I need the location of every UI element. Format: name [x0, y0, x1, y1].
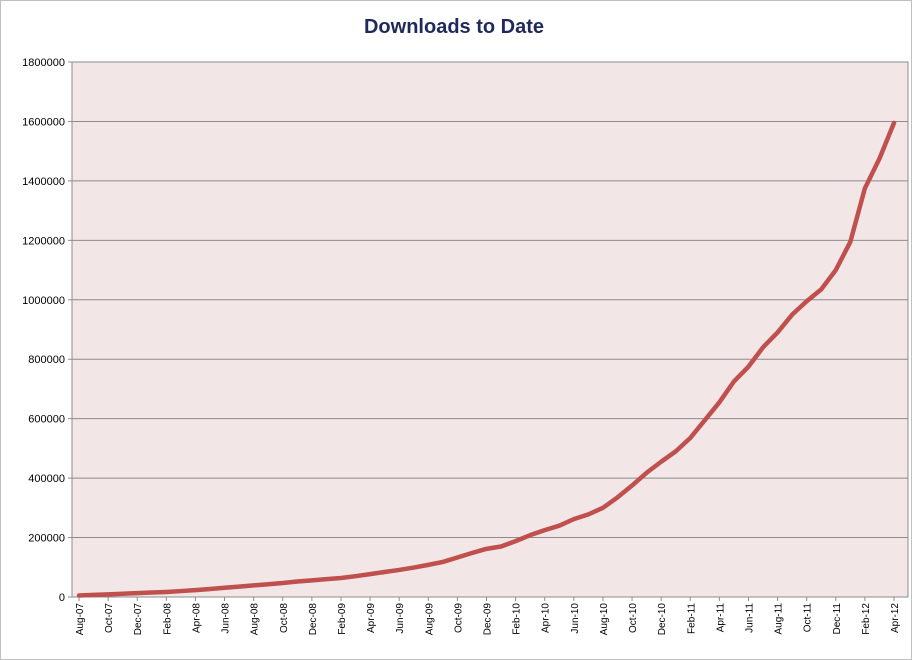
x-tick-label: Aug-09 [424, 603, 435, 636]
y-tick-label: 1800000 [22, 57, 65, 69]
x-tick-label: Feb-11 [686, 603, 697, 634]
x-tick-label: Oct-08 [279, 603, 290, 633]
x-tick-label: Oct-09 [453, 603, 464, 633]
x-tick-label: Dec-11 [832, 603, 843, 635]
y-tick-label: 0 [59, 592, 65, 604]
x-tick-label: Oct-10 [628, 603, 639, 633]
x-tick-label: Aug-10 [599, 603, 610, 636]
x-tick-label: Dec-10 [657, 603, 668, 636]
y-tick-label: 200000 [28, 533, 65, 545]
series-layer [76, 120, 897, 598]
x-tick-label: Dec-08 [308, 603, 319, 636]
x-tick-label: Feb-08 [162, 603, 173, 635]
x-axis-tick-labels: Aug-07 Oct-07 Dec-07 Feb-08 Apr-08 Jun-08 Aug-… [75, 597, 901, 635]
x-tick-label: Apr-12 [890, 603, 901, 633]
x-tick-label: Aug-11 [774, 603, 785, 635]
x-tick-label: Oct-11 [803, 603, 814, 633]
y-axis-tick-labels: 0 200000 400000 600000 800000 1000000 1200000 1… [22, 57, 65, 604]
y-tick-label: 600000 [28, 414, 65, 426]
gridlines [68, 61, 908, 598]
x-tick-label: Feb-12 [861, 603, 872, 635]
x-tick-label: Apr-08 [191, 603, 202, 633]
y-tick-label: 1000000 [22, 295, 65, 307]
x-tick-label: Feb-09 [337, 603, 348, 635]
plot-area [71, 61, 909, 598]
x-tick-label: Apr-10 [541, 603, 552, 633]
x-tick-label: Jun-10 [570, 603, 581, 634]
y-tick-label: 800000 [28, 354, 65, 366]
x-tick-label: Jun-09 [395, 603, 406, 634]
x-tick-label: Dec-07 [133, 603, 144, 636]
x-tick-label: Jun-08 [221, 603, 232, 634]
x-tick-label: Apr-09 [366, 603, 377, 633]
x-tick-label: Aug-07 [75, 603, 86, 636]
x-tick-label: Apr-11 [715, 603, 726, 633]
y-tick-label: 1200000 [22, 235, 65, 247]
chart-title: Downloads to Date [364, 16, 544, 38]
series-line [76, 120, 897, 598]
x-tick-label: Jun-11 [744, 603, 755, 633]
x-tick-label: Aug-08 [250, 603, 261, 636]
x-tick-label: Oct-07 [104, 603, 115, 633]
y-tick-label: 400000 [28, 473, 65, 485]
plot-background [71, 61, 909, 598]
x-tick-label: Dec-09 [483, 603, 494, 636]
x-tick-label: Feb-10 [512, 603, 523, 635]
y-tick-label: 1600000 [22, 116, 65, 128]
y-tick-label: 1400000 [22, 176, 65, 188]
